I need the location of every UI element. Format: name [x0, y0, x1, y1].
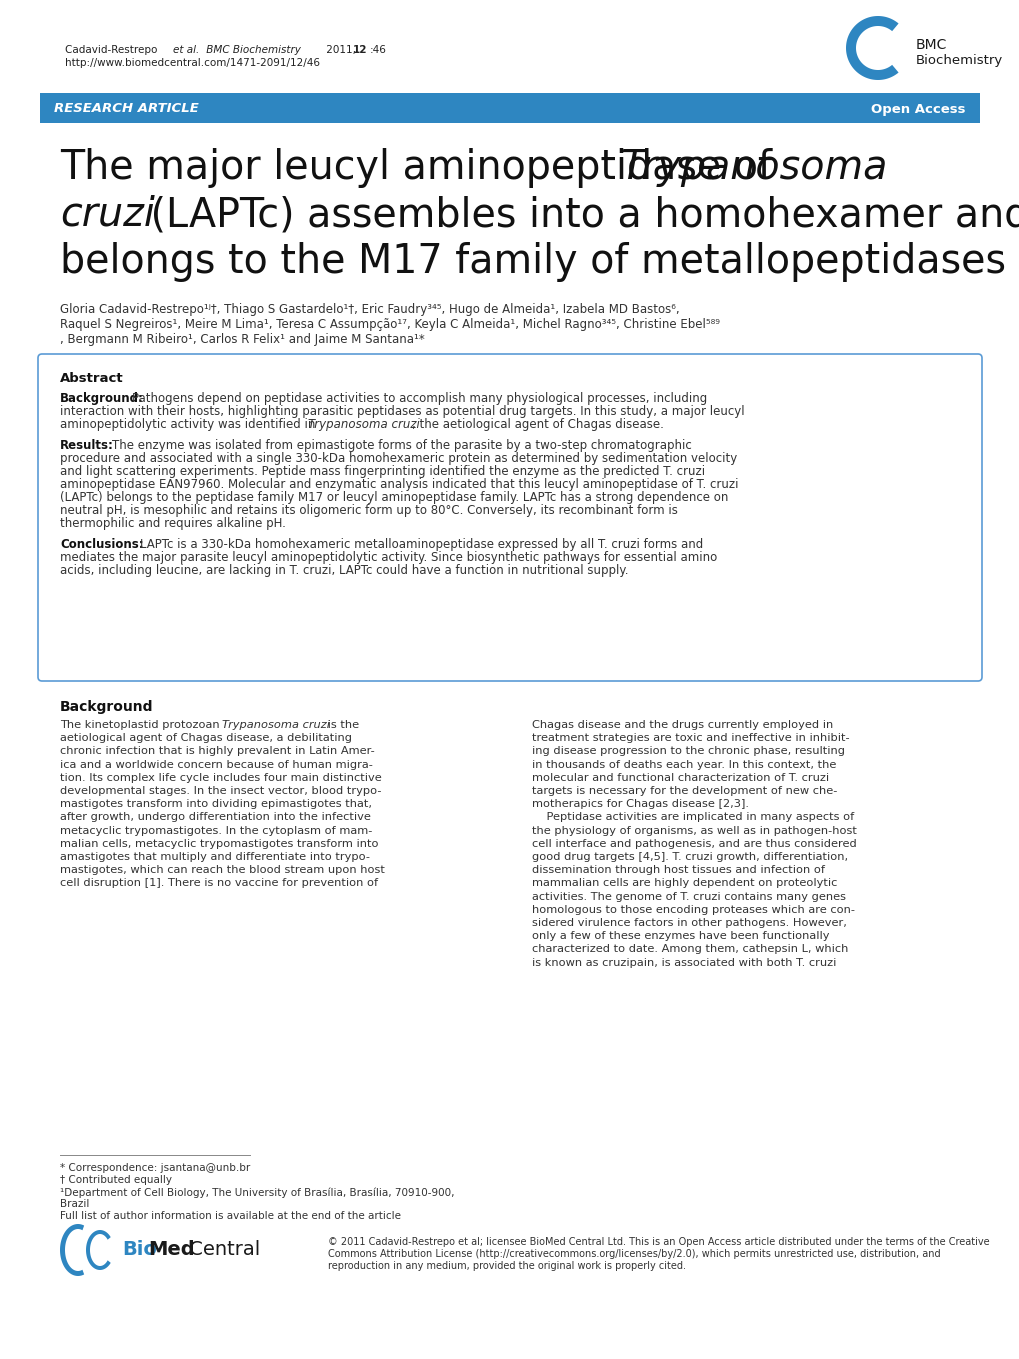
Text: is known as cruzipain, is associated with both T. cruzi: is known as cruzipain, is associated wit… — [532, 958, 836, 968]
Bar — [40, 92, 979, 124]
Text: dissemination through host tissues and infection of: dissemination through host tissues and i… — [532, 866, 824, 875]
Text: :46: :46 — [370, 45, 386, 54]
Text: The kinetoplastid protozoan: The kinetoplastid protozoan — [60, 720, 223, 730]
Text: Chagas disease and the drugs currently employed in: Chagas disease and the drugs currently e… — [532, 720, 833, 730]
Text: ing disease progression to the chronic phase, resulting: ing disease progression to the chronic p… — [532, 746, 844, 757]
Text: ¹Department of Cell Biology, The University of Brasília, Brasília, 70910-900,: ¹Department of Cell Biology, The Univers… — [60, 1186, 454, 1197]
Text: homologous to those encoding proteases which are con-: homologous to those encoding proteases w… — [532, 905, 854, 915]
Text: Background: Background — [60, 700, 153, 713]
Text: et al.: et al. — [173, 45, 199, 54]
Text: Central: Central — [182, 1239, 260, 1258]
Text: sidered virulence factors in other pathogens. However,: sidered virulence factors in other patho… — [532, 917, 846, 928]
Text: reproduction in any medium, provided the original work is properly cited.: reproduction in any medium, provided the… — [328, 1261, 686, 1271]
Text: acids, including leucine, are lacking in T. cruzi, LAPTc could have a function i: acids, including leucine, are lacking in… — [60, 564, 628, 578]
Text: 12: 12 — [353, 45, 367, 54]
Text: mastigotes transform into dividing epimastigotes that,: mastigotes transform into dividing epima… — [60, 799, 372, 809]
Text: Trypanosoma: Trypanosoma — [620, 148, 887, 188]
Text: only a few of these enzymes have been functionally: only a few of these enzymes have been fu… — [532, 931, 828, 942]
Text: Background:: Background: — [60, 391, 144, 405]
Text: procedure and associated with a single 330-kDa homohexameric protein as determin: procedure and associated with a single 3… — [60, 453, 737, 465]
Text: Raquel S Negreiros¹, Meire M Lima¹, Teresa C Assumpção¹⁷, Keyla C Almeida¹, Mich: Raquel S Negreiros¹, Meire M Lima¹, Tere… — [60, 318, 719, 332]
Text: belongs to the M17 family of metallopeptidases: belongs to the M17 family of metallopept… — [60, 242, 1005, 283]
Text: * Correspondence: jsantana@unb.br: * Correspondence: jsantana@unb.br — [60, 1163, 250, 1173]
Text: 2011,: 2011, — [323, 45, 359, 54]
Text: characterized to date. Among them, cathepsin L, which: characterized to date. Among them, cathe… — [532, 945, 848, 954]
Text: http://www.biomedcentral.com/1471-2091/12/46: http://www.biomedcentral.com/1471-2091/1… — [65, 58, 320, 68]
Text: developmental stages. In the insect vector, blood trypo-: developmental stages. In the insect vect… — [60, 786, 381, 796]
Text: mastigotes, which can reach the blood stream upon host: mastigotes, which can reach the blood st… — [60, 866, 384, 875]
Text: malian cells, metacyclic trypomastigotes transform into: malian cells, metacyclic trypomastigotes… — [60, 839, 378, 849]
Text: Biochemistry: Biochemistry — [915, 54, 1003, 67]
Text: Bio: Bio — [122, 1239, 157, 1258]
Text: targets is necessary for the development of new che-: targets is necessary for the development… — [532, 786, 837, 796]
Text: cell disruption [1]. There is no vaccine for prevention of: cell disruption [1]. There is no vaccine… — [60, 878, 378, 889]
Text: LAPTc is a 330-kDa homohexameric metalloaminopeptidase expressed by all T. cruzi: LAPTc is a 330-kDa homohexameric metallo… — [140, 538, 702, 550]
Text: Trypanosoma cruzi: Trypanosoma cruzi — [222, 720, 329, 730]
Text: Abstract: Abstract — [60, 372, 123, 385]
PathPatch shape — [60, 1224, 85, 1276]
Text: Trypanosoma cruzi: Trypanosoma cruzi — [308, 419, 420, 431]
Text: after growth, undergo differentiation into the infective: after growth, undergo differentiation in… — [60, 813, 371, 822]
Text: aminopeptidase EAN97960. Molecular and enzymatic analysis indicated that this le: aminopeptidase EAN97960. Molecular and e… — [60, 478, 738, 491]
Text: neutral pH, is mesophilic and retains its oligomeric form up to 80°C. Conversely: neutral pH, is mesophilic and retains it… — [60, 504, 678, 516]
Text: (LAPTc) belongs to the peptidase family M17 or leucyl aminopeptidase family. LAP: (LAPTc) belongs to the peptidase family … — [60, 491, 728, 504]
Text: cruzi: cruzi — [60, 194, 155, 234]
Text: © 2011 Cadavid-Restrepo et al; licensee BioMed Central Ltd. This is an Open Acce: © 2011 Cadavid-Restrepo et al; licensee … — [328, 1237, 988, 1248]
Text: The major leucyl aminopeptidase of: The major leucyl aminopeptidase of — [60, 148, 784, 188]
Text: Full list of author information is available at the end of the article: Full list of author information is avail… — [60, 1211, 400, 1220]
Text: chronic infection that is highly prevalent in Latin Amer-: chronic infection that is highly prevale… — [60, 746, 374, 757]
Text: mediates the major parasite leucyl aminopeptidolytic activity. Since biosyntheti: mediates the major parasite leucyl amino… — [60, 550, 716, 564]
Text: and light scattering experiments. Peptide mass fingerprinting identified the enz: and light scattering experiments. Peptid… — [60, 465, 704, 478]
Text: thermophilic and requires alkaline pH.: thermophilic and requires alkaline pH. — [60, 516, 285, 530]
Text: tion. Its complex life cycle includes four main distinctive: tion. Its complex life cycle includes fo… — [60, 773, 381, 783]
PathPatch shape — [845, 16, 898, 80]
Text: Brazil: Brazil — [60, 1199, 90, 1210]
Text: Pathogens depend on peptidase activities to accomplish many physiological proces: Pathogens depend on peptidase activities… — [131, 391, 706, 405]
Text: Peptidase activities are implicated in many aspects of: Peptidase activities are implicated in m… — [532, 813, 854, 822]
Text: Commons Attribution License (http://creativecommons.org/licenses/by/2.0), which : Commons Attribution License (http://crea… — [328, 1249, 940, 1258]
Text: Conclusions:: Conclusions: — [60, 538, 144, 550]
Text: Gloria Cadavid-Restrepo¹ʲ†, Thiago S Gastardelo¹†, Eric Faudry³⁴⁵, Hugo de Almei: Gloria Cadavid-Restrepo¹ʲ†, Thiago S Gas… — [60, 303, 679, 317]
Text: good drug targets [4,5]. T. cruzi growth, differentiation,: good drug targets [4,5]. T. cruzi growth… — [532, 852, 847, 862]
Text: BMC Biochemistry: BMC Biochemistry — [203, 45, 301, 54]
Text: in thousands of deaths each year. In this context, the: in thousands of deaths each year. In thi… — [532, 760, 836, 769]
Text: Cadavid-Restrepo: Cadavid-Restrepo — [65, 45, 160, 54]
Text: RESEARCH ARTICLE: RESEARCH ARTICLE — [54, 102, 199, 116]
Text: aetiological agent of Chagas disease, a debilitating: aetiological agent of Chagas disease, a … — [60, 734, 352, 743]
Text: aminopeptidolytic activity was identified in: aminopeptidolytic activity was identifie… — [60, 419, 319, 431]
Text: (LAPTc) assembles into a homohexamer and: (LAPTc) assembles into a homohexamer and — [138, 194, 1019, 235]
Text: BMC: BMC — [915, 38, 947, 52]
Text: Med: Med — [148, 1239, 195, 1258]
Text: mammalian cells are highly dependent on proteolytic: mammalian cells are highly dependent on … — [532, 878, 837, 889]
Text: motherapics for Chagas disease [2,3].: motherapics for Chagas disease [2,3]. — [532, 799, 748, 809]
Text: , the aetiological agent of Chagas disease.: , the aetiological agent of Chagas disea… — [412, 419, 663, 431]
FancyBboxPatch shape — [38, 353, 981, 681]
Text: The enzyme was isolated from epimastigote forms of the parasite by a two-step ch: The enzyme was isolated from epimastigot… — [112, 439, 691, 453]
Text: † Contributed equally: † Contributed equally — [60, 1176, 172, 1185]
Text: ica and a worldwide concern because of human migra-: ica and a worldwide concern because of h… — [60, 760, 373, 769]
Text: amastigotes that multiply and differentiate into trypo-: amastigotes that multiply and differenti… — [60, 852, 370, 862]
Text: the physiology of organisms, as well as in pathogen-host: the physiology of organisms, as well as … — [532, 826, 856, 836]
PathPatch shape — [86, 1230, 111, 1271]
Text: activities. The genome of T. cruzi contains many genes: activities. The genome of T. cruzi conta… — [532, 892, 845, 901]
Text: , Bergmann M Ribeiro¹, Carlos R Felix¹ and Jaime M Santana¹*: , Bergmann M Ribeiro¹, Carlos R Felix¹ a… — [60, 333, 424, 347]
Text: molecular and functional characterization of T. cruzi: molecular and functional characterizatio… — [532, 773, 828, 783]
Text: cell interface and pathogenesis, and are thus considered: cell interface and pathogenesis, and are… — [532, 839, 856, 849]
Text: treatment strategies are toxic and ineffective in inhibit-: treatment strategies are toxic and ineff… — [532, 734, 849, 743]
Text: interaction with their hosts, highlighting parasitic peptidases as potential dru: interaction with their hosts, highlighti… — [60, 405, 744, 419]
Text: metacyclic trypomastigotes. In the cytoplasm of mam-: metacyclic trypomastigotes. In the cytop… — [60, 826, 372, 836]
Text: Open Access: Open Access — [870, 102, 965, 116]
Text: is the: is the — [324, 720, 359, 730]
Text: Results:: Results: — [60, 439, 114, 453]
